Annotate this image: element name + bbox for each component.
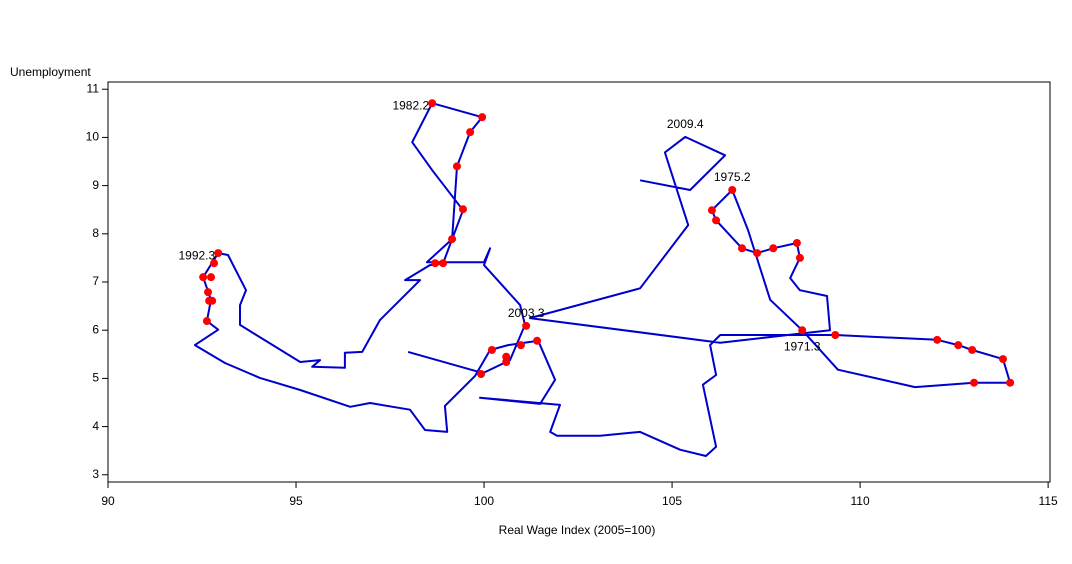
trajectory-line <box>193 102 1012 457</box>
x-tick-label: 100 <box>474 494 494 508</box>
y-tick-label: 8 <box>92 226 99 240</box>
y-tick-label: 6 <box>92 322 99 336</box>
y-tick-label: 7 <box>92 274 99 288</box>
x-axis-label: Real Wage Index (2005=100) <box>499 523 656 537</box>
x-tick-label: 110 <box>851 494 870 508</box>
plot-frame <box>107 81 1051 483</box>
point <box>439 259 448 268</box>
point <box>210 259 219 268</box>
annotation: 1971.3 <box>784 339 821 353</box>
point <box>428 99 437 108</box>
point <box>431 259 440 268</box>
point <box>738 244 747 253</box>
point <box>831 331 840 340</box>
point <box>792 238 801 247</box>
y-tick-label: 3 <box>92 467 99 481</box>
point <box>933 335 942 344</box>
x-tick-label: 90 <box>101 494 115 508</box>
point <box>795 253 804 262</box>
point <box>458 205 467 214</box>
point <box>516 341 525 350</box>
point <box>448 235 457 244</box>
annotation: 2009.4 <box>667 117 704 131</box>
point <box>753 249 762 258</box>
point <box>798 326 807 335</box>
point <box>452 162 461 171</box>
point <box>208 296 217 305</box>
point <box>954 341 963 350</box>
point <box>199 273 208 282</box>
point <box>204 288 213 297</box>
x-tick-label: 105 <box>662 494 682 508</box>
point <box>1006 378 1015 387</box>
y-axis-label: Unemployment <box>10 65 91 79</box>
point <box>214 249 223 258</box>
point <box>728 185 737 194</box>
point <box>968 345 977 354</box>
y-tick-label: 11 <box>87 81 100 95</box>
point <box>477 370 486 379</box>
point <box>466 128 475 137</box>
x-tick-label: 115 <box>1039 494 1058 508</box>
x-tick-label: 95 <box>289 494 303 508</box>
point <box>998 355 1007 364</box>
point <box>533 336 542 345</box>
y-tick-label: 4 <box>92 419 99 433</box>
point <box>202 317 211 326</box>
point <box>478 113 487 122</box>
point <box>207 273 216 282</box>
point <box>502 358 511 366</box>
annotation: 1992.3 <box>178 248 215 262</box>
point <box>522 321 531 330</box>
y-tick-label: 10 <box>86 130 100 144</box>
point <box>707 206 716 215</box>
point <box>769 244 778 253</box>
point <box>487 345 496 354</box>
annotation: 1975.2 <box>714 170 751 184</box>
annotation: 2003.3 <box>508 306 545 320</box>
point <box>712 216 721 225</box>
annotation: 1982.2 <box>392 98 429 112</box>
y-tick-label: 5 <box>92 371 99 385</box>
y-tick-label: 9 <box>92 178 99 192</box>
point <box>970 378 979 387</box>
